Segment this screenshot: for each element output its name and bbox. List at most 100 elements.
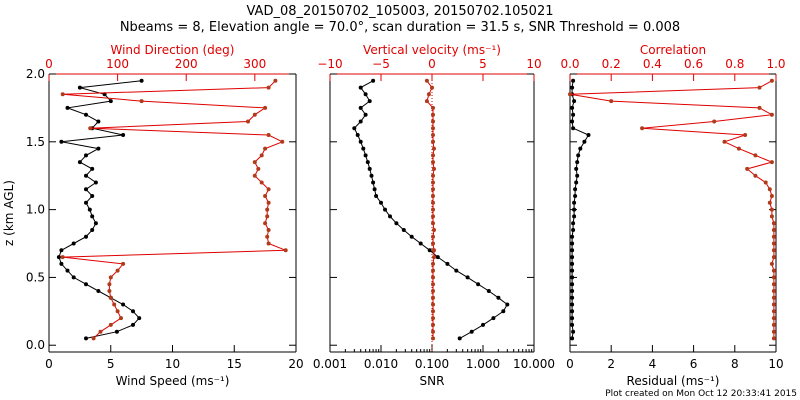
vertical-velocity-point bbox=[431, 289, 435, 293]
correlation-line bbox=[569, 80, 775, 339]
snr-line bbox=[353, 80, 508, 339]
residual-point bbox=[570, 234, 575, 239]
residual-point bbox=[570, 248, 575, 253]
wind-speed-point bbox=[108, 99, 113, 104]
wind-speed-point bbox=[93, 221, 98, 226]
top-tick-label: 1.0 bbox=[766, 57, 785, 71]
residual-point bbox=[570, 268, 575, 273]
wind-speed-point bbox=[65, 268, 70, 273]
correlation-point bbox=[771, 322, 776, 327]
wind-direction-point bbox=[139, 99, 144, 104]
residual-point bbox=[571, 228, 576, 232]
residual-point bbox=[572, 200, 577, 205]
snr-point bbox=[367, 166, 372, 171]
residual-point bbox=[578, 146, 583, 151]
wind-direction-point bbox=[265, 207, 270, 212]
residual-point bbox=[570, 105, 575, 110]
wind-direction-point bbox=[107, 282, 112, 287]
bottom-tick-label: 4 bbox=[649, 357, 657, 371]
correlation-point bbox=[771, 241, 776, 246]
correlation-point bbox=[757, 85, 762, 90]
correlation-point bbox=[767, 187, 772, 192]
residual-point bbox=[573, 194, 578, 198]
wind-speed-point bbox=[90, 166, 95, 171]
vertical-velocity-point bbox=[431, 153, 435, 158]
residual-point bbox=[575, 160, 580, 165]
vertical-velocity-panel: 0.001 0.010 0.100 1.000 10.000 −10 −5 0 5 10 SNR Ve… bbox=[313, 43, 555, 388]
correlation-point bbox=[763, 180, 768, 185]
residual-point bbox=[570, 302, 575, 307]
wind-direction-point bbox=[60, 255, 65, 260]
snr-point bbox=[358, 105, 363, 110]
snr-point bbox=[367, 99, 372, 104]
wind-direction-point bbox=[119, 316, 123, 321]
vertical-velocity-point bbox=[431, 295, 435, 300]
vertical-velocity-point bbox=[431, 126, 435, 131]
wind-direction-point bbox=[115, 268, 120, 273]
wind-speed-point bbox=[114, 329, 119, 334]
y-tick-label: 1.5 bbox=[26, 135, 45, 149]
correlation-point bbox=[769, 78, 774, 83]
y-axis-title: z (km AGL) bbox=[2, 180, 16, 246]
wind-direction-point bbox=[108, 275, 113, 280]
wind-direction-point bbox=[266, 85, 271, 90]
snr-point bbox=[358, 119, 363, 124]
wind-speed-point bbox=[121, 302, 126, 307]
wind-speed-point bbox=[84, 112, 88, 117]
wind-direction-point bbox=[266, 200, 271, 205]
wind-direction-point bbox=[256, 166, 261, 171]
top-axis-title: Wind Direction (deg) bbox=[111, 43, 235, 57]
residual-point bbox=[570, 275, 575, 280]
wind-speed-point bbox=[71, 241, 76, 246]
y-tick-label: 0.5 bbox=[26, 270, 45, 284]
wind-speed-point bbox=[84, 187, 88, 192]
snr-point bbox=[457, 336, 462, 341]
snr-point bbox=[371, 78, 376, 83]
vertical-velocity-point bbox=[431, 316, 435, 321]
bottom-tick-label: 0 bbox=[566, 357, 574, 371]
wind-direction-point bbox=[259, 180, 264, 185]
vertical-velocity-point bbox=[431, 139, 435, 144]
vertical-velocity-point bbox=[431, 309, 435, 314]
wind-direction-point bbox=[252, 173, 257, 178]
bottom-tick-label: 10 bbox=[768, 357, 783, 371]
wind-direction-point bbox=[91, 336, 96, 341]
residual-point bbox=[586, 133, 591, 137]
wind-direction-point bbox=[263, 194, 268, 198]
plot-footer: Plot created on Mon Oct 12 20:33:41 2015 bbox=[605, 389, 797, 399]
wind-speed-point bbox=[93, 180, 98, 185]
residual-point bbox=[574, 166, 579, 171]
top-tick-label: 0.4 bbox=[643, 57, 662, 71]
residual-point bbox=[570, 289, 575, 293]
y-tick-label: 1.0 bbox=[26, 203, 45, 217]
correlation-point bbox=[722, 139, 727, 144]
wind-direction-point bbox=[266, 228, 271, 232]
wind-direction-point bbox=[266, 241, 271, 246]
vertical-velocity-point bbox=[431, 261, 435, 266]
vertical-velocity-point bbox=[431, 105, 435, 110]
snr-point bbox=[361, 146, 366, 151]
snr-point bbox=[379, 200, 383, 205]
figure-title-line1: VAD_08_20150702_105003, 20150702.105021 bbox=[247, 4, 554, 19]
correlation-point bbox=[771, 282, 776, 287]
vertical-velocity-point bbox=[431, 200, 435, 205]
residual-point bbox=[572, 214, 577, 219]
top-tick-label: 5 bbox=[479, 57, 487, 71]
residual-point bbox=[575, 173, 580, 178]
wind-direction-line bbox=[62, 80, 286, 339]
wind-direction-point bbox=[252, 112, 257, 117]
bottom-tick-label: 1.000 bbox=[466, 357, 500, 371]
bottom-tick-label: 10.000 bbox=[513, 357, 555, 371]
residual-point bbox=[571, 329, 576, 334]
snr-point bbox=[363, 153, 368, 158]
residual-point bbox=[571, 126, 576, 131]
vertical-velocity-point bbox=[432, 146, 436, 151]
correlation-point bbox=[568, 92, 572, 97]
wind-speed-point bbox=[84, 153, 88, 158]
wind-speed-point bbox=[90, 194, 95, 198]
wind-speed-point bbox=[139, 78, 144, 83]
top-tick-label: 0 bbox=[428, 57, 436, 71]
correlation-point bbox=[771, 289, 776, 293]
wind-speed-point bbox=[121, 133, 126, 137]
